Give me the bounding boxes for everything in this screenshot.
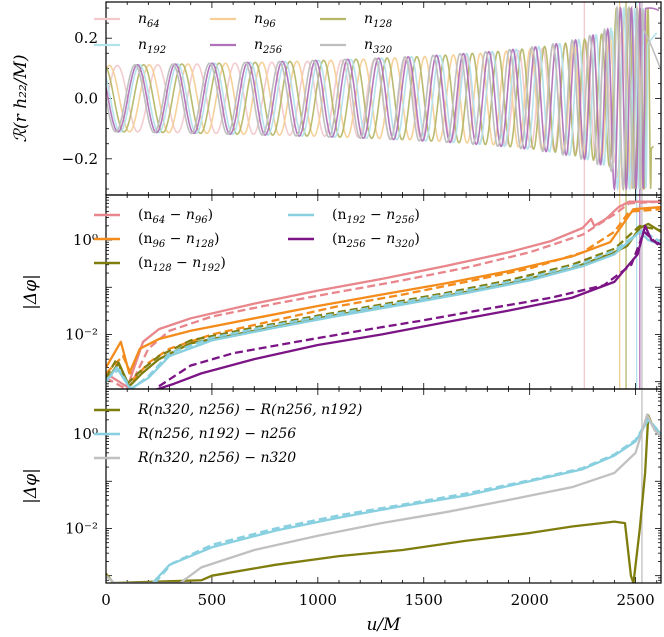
legend-label: R(n256, n192) − n256: [137, 426, 296, 442]
panel-2: 10⁻² 10⁰ |Δφ| (n64 − n96) (n96 − n128) (n128 …: [21, 194, 662, 390]
series-line: [106, 414, 661, 583]
y-axis-label: |Δφ|: [21, 468, 41, 504]
series-line: [154, 224, 661, 389]
legend-label: (n192 − n256): [332, 207, 420, 226]
panel-3: 10⁻² 10⁰ |Δφ| R(n320, n256) − R(n256, n192)…: [21, 388, 662, 635]
waveform-line-n192: [106, 5, 658, 192]
plot-area: [106, 195, 661, 389]
legend-label: n192: [138, 37, 166, 56]
waveform-line-n320: [106, 5, 661, 191]
x-tick-label: 500: [198, 591, 227, 609]
series-line: [106, 205, 661, 375]
axes-frame: [105, 388, 662, 584]
legend: R(n320, n256) − R(n256, n192) R(n256, n19…: [94, 402, 362, 466]
plot-area: [106, 389, 661, 583]
y-tick-label: 0.0: [74, 90, 98, 108]
legend-label: n96: [254, 11, 276, 30]
legend-label: n128: [364, 11, 392, 30]
legend-label: (n128 − n192): [138, 255, 226, 274]
x-tick-label: 2000: [511, 591, 549, 609]
panel-1: −0.2 0.0 0.2 ℛ(r h₂₂/M) n64 n96 n128 n192 n256 n3…: [11, 1, 662, 196]
waveform-line-n256: [106, 5, 660, 192]
y-tick-label: 10⁰: [73, 425, 98, 443]
legend-label: n320: [364, 37, 393, 56]
y-axis-label: |Δφ|: [21, 274, 41, 310]
legend-label: n256: [254, 37, 283, 56]
legend-label: (n64 − n96): [138, 207, 213, 226]
legend-label: (n96 − n128): [138, 231, 219, 250]
waveform-line-n64: [106, 30, 637, 171]
series-line-dashed: [106, 224, 661, 385]
plot-area: [106, 2, 661, 195]
legend-label: (n256 − n320): [332, 231, 420, 250]
legend: n64 n96 n128 n192 n256 n320: [94, 11, 393, 56]
y-axis-label: ℛ(r h₂₂/M): [11, 54, 31, 142]
series-line: [106, 413, 661, 583]
series-line-dashed: [158, 230, 661, 388]
y-tick-label: 0.2: [74, 29, 98, 47]
y-tick-label: −0.2: [62, 150, 98, 168]
legend: (n64 − n96) (n96 − n128) (n128 − n192) (n19…: [94, 207, 420, 274]
x-tick-label: 0: [101, 591, 111, 609]
panels: −0.2 0.0 0.2 ℛ(r h₂₂/M) n64 n96 n128 n192 n256 n3…: [11, 1, 662, 635]
y-tick-label: 10⁰: [73, 231, 98, 249]
legend-label: R(n320, n256) − n320: [137, 450, 296, 466]
series-line-dashed: [106, 229, 661, 389]
series-line: [106, 200, 661, 388]
series-line-dashed: [106, 200, 661, 389]
legend-label: n64: [138, 11, 160, 30]
y-tick-label: 10⁻²: [65, 325, 98, 343]
x-tick-label: 1500: [405, 591, 443, 609]
x-tick-label: 2500: [616, 591, 654, 609]
x-tick-label: 1000: [299, 591, 337, 609]
x-axis-label: u/M: [366, 615, 401, 635]
series-line-dashed: [153, 417, 661, 583]
y-tick-label: 10⁻²: [65, 519, 98, 537]
legend-label: R(n320, n256) − R(n256, n192): [137, 402, 362, 418]
